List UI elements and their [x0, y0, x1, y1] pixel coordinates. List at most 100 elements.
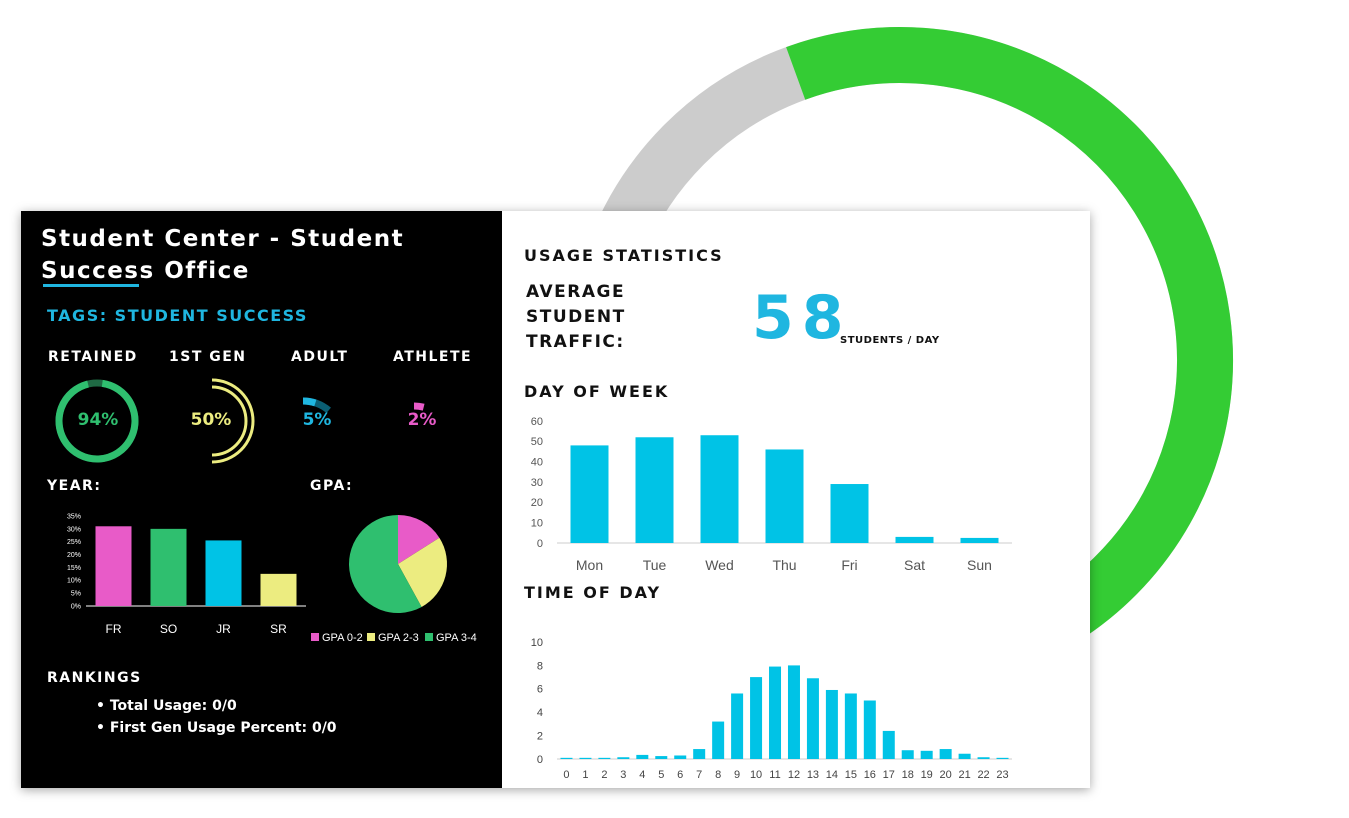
gauge-value-1st-gen: 50%	[190, 410, 232, 430]
x-tick-label: 4	[639, 769, 645, 781]
gauge-arc-inner-1st-gen	[211, 385, 248, 457]
right-panel: USAGE STATISTICS AVERAGE STUDENT TRAFFIC…	[502, 211, 1090, 788]
x-tick-label: Sat	[904, 557, 925, 573]
legend-label: GPA 0-2	[322, 632, 363, 644]
ranking-item-total-usage: • Total Usage: 0/0	[96, 698, 237, 714]
ranking-item-first-gen: • First Gen Usage Percent: 0/0	[96, 720, 337, 736]
bar-9	[731, 693, 744, 759]
average-label-line: AVERAGE	[526, 282, 626, 302]
pie-slice-gpa-2-3	[398, 537, 447, 607]
gauge-arc-retained	[55, 379, 139, 463]
average-label-line: STUDENT	[526, 307, 626, 327]
ranking-text: First Gen Usage Percent: 0/0	[109, 720, 337, 736]
bar-Tue	[635, 437, 674, 543]
y-tick-label: 5%	[71, 591, 81, 598]
gpa-label: GPA:	[310, 478, 354, 494]
bar-Mon	[570, 445, 609, 543]
bar-Sat	[895, 536, 934, 543]
x-tick-label: 13	[807, 769, 819, 781]
gauge-arc-athlete	[413, 402, 425, 411]
y-tick-label: 15%	[67, 565, 81, 572]
pie-slice-gpa-3-4	[349, 515, 422, 613]
day-of-week-title: DAY OF WEEK	[524, 382, 670, 401]
x-tick-label: 1	[582, 769, 588, 781]
x-tick-label: 8	[715, 769, 721, 781]
y-tick-label: 35%	[67, 513, 81, 520]
y-tick-label: 25%	[67, 539, 81, 546]
y-tick-label: 4	[537, 707, 543, 719]
gpa-chart: GPA 0-2 GPA 2-3 GPA 3-4	[311, 515, 477, 644]
y-tick-label: 2	[537, 730, 543, 742]
x-tick-label: 21	[958, 769, 970, 781]
gauge-label-adult: ADULT	[291, 349, 349, 365]
legend-swatch	[311, 633, 319, 641]
x-tick-label: 19	[921, 769, 933, 781]
y-tick-label: 30	[531, 477, 543, 489]
dashboard-card: Student Center - Student Success Office …	[21, 211, 1090, 788]
x-tick-label: SO	[160, 622, 177, 636]
legend-label: GPA 3-4	[436, 632, 477, 644]
gauge-label-1st-gen: 1ST GEN	[169, 349, 247, 365]
x-tick-label: 22	[977, 769, 989, 781]
x-tick-label: Tue	[643, 557, 667, 573]
time-of-day-title: TIME OF DAY	[524, 583, 662, 602]
x-tick-label: Mon	[576, 557, 603, 573]
bar-Thu	[765, 449, 804, 543]
x-tick-label: 17	[883, 769, 895, 781]
y-tick-label: 6	[537, 684, 543, 696]
gauge-value-retained: 94%	[77, 410, 119, 430]
y-tick-label: 30%	[67, 526, 81, 533]
x-tick-label: 23	[996, 769, 1008, 781]
bar-3	[617, 757, 630, 759]
bar-15	[844, 693, 857, 759]
x-tick-label: Thu	[772, 557, 796, 573]
tags-label: TAGS: STUDENT SUCCESS	[47, 306, 308, 325]
usage-statistics-title: USAGE STATISTICS	[524, 246, 724, 265]
bar-22	[977, 757, 990, 759]
x-tick-label: 12	[788, 769, 800, 781]
gauge-value-adult: 5%	[302, 410, 332, 430]
y-tick-label: 50	[531, 436, 543, 448]
legend-label: GPA 2-3	[378, 632, 419, 644]
left-panel: Student Center - Student Success Office …	[21, 211, 502, 788]
bar-Sun	[960, 537, 999, 543]
gauge-label-athlete: ATHLETE	[393, 349, 473, 365]
bar-1	[579, 757, 592, 759]
average-traffic-label: AVERAGE STUDENT TRAFFIC:	[526, 280, 626, 355]
legend-swatch	[367, 633, 375, 641]
bar-SO	[150, 528, 187, 606]
bar-4	[636, 754, 649, 759]
bar-10	[750, 677, 763, 759]
x-tick-label: 20	[940, 769, 952, 781]
x-tick-label: Wed	[705, 557, 734, 573]
y-tick-label: 20%	[67, 552, 81, 559]
gauge-arc-1st-gen	[211, 378, 255, 464]
bar-21	[958, 753, 971, 759]
bar-17	[882, 730, 895, 759]
x-tick-label: 5	[658, 769, 664, 781]
average-traffic-unit: STUDENTS / DAY	[840, 335, 940, 346]
bar-2	[598, 757, 611, 759]
x-tick-label: FR	[106, 622, 122, 636]
x-tick-label: 10	[750, 769, 762, 781]
day-of-week-chart: 0 10 20 30 40 50 60 Mon Tue Wed Thu Fri Sat Sun	[531, 416, 1012, 573]
pie-slice-gpa-0-2	[398, 515, 440, 564]
bar-8	[712, 721, 725, 759]
year-label: YEAR:	[47, 478, 102, 494]
y-tick-label: 0	[537, 754, 543, 766]
x-tick-label: 15	[845, 769, 857, 781]
gauge-value-athlete: 2%	[407, 410, 437, 430]
y-tick-label: 0%	[71, 603, 81, 610]
bar-18	[901, 750, 914, 759]
bar-16	[863, 700, 876, 759]
x-tick-label: 7	[696, 769, 702, 781]
gauge-arc-adult	[302, 397, 317, 407]
title-underline	[43, 284, 139, 287]
x-tick-label: Sun	[967, 557, 992, 573]
bar-23	[996, 757, 1009, 759]
rankings-label: RANKINGS	[47, 670, 142, 686]
bar-SR	[260, 573, 297, 606]
x-tick-label: 0	[563, 769, 569, 781]
y-tick-label: 10	[531, 637, 543, 649]
